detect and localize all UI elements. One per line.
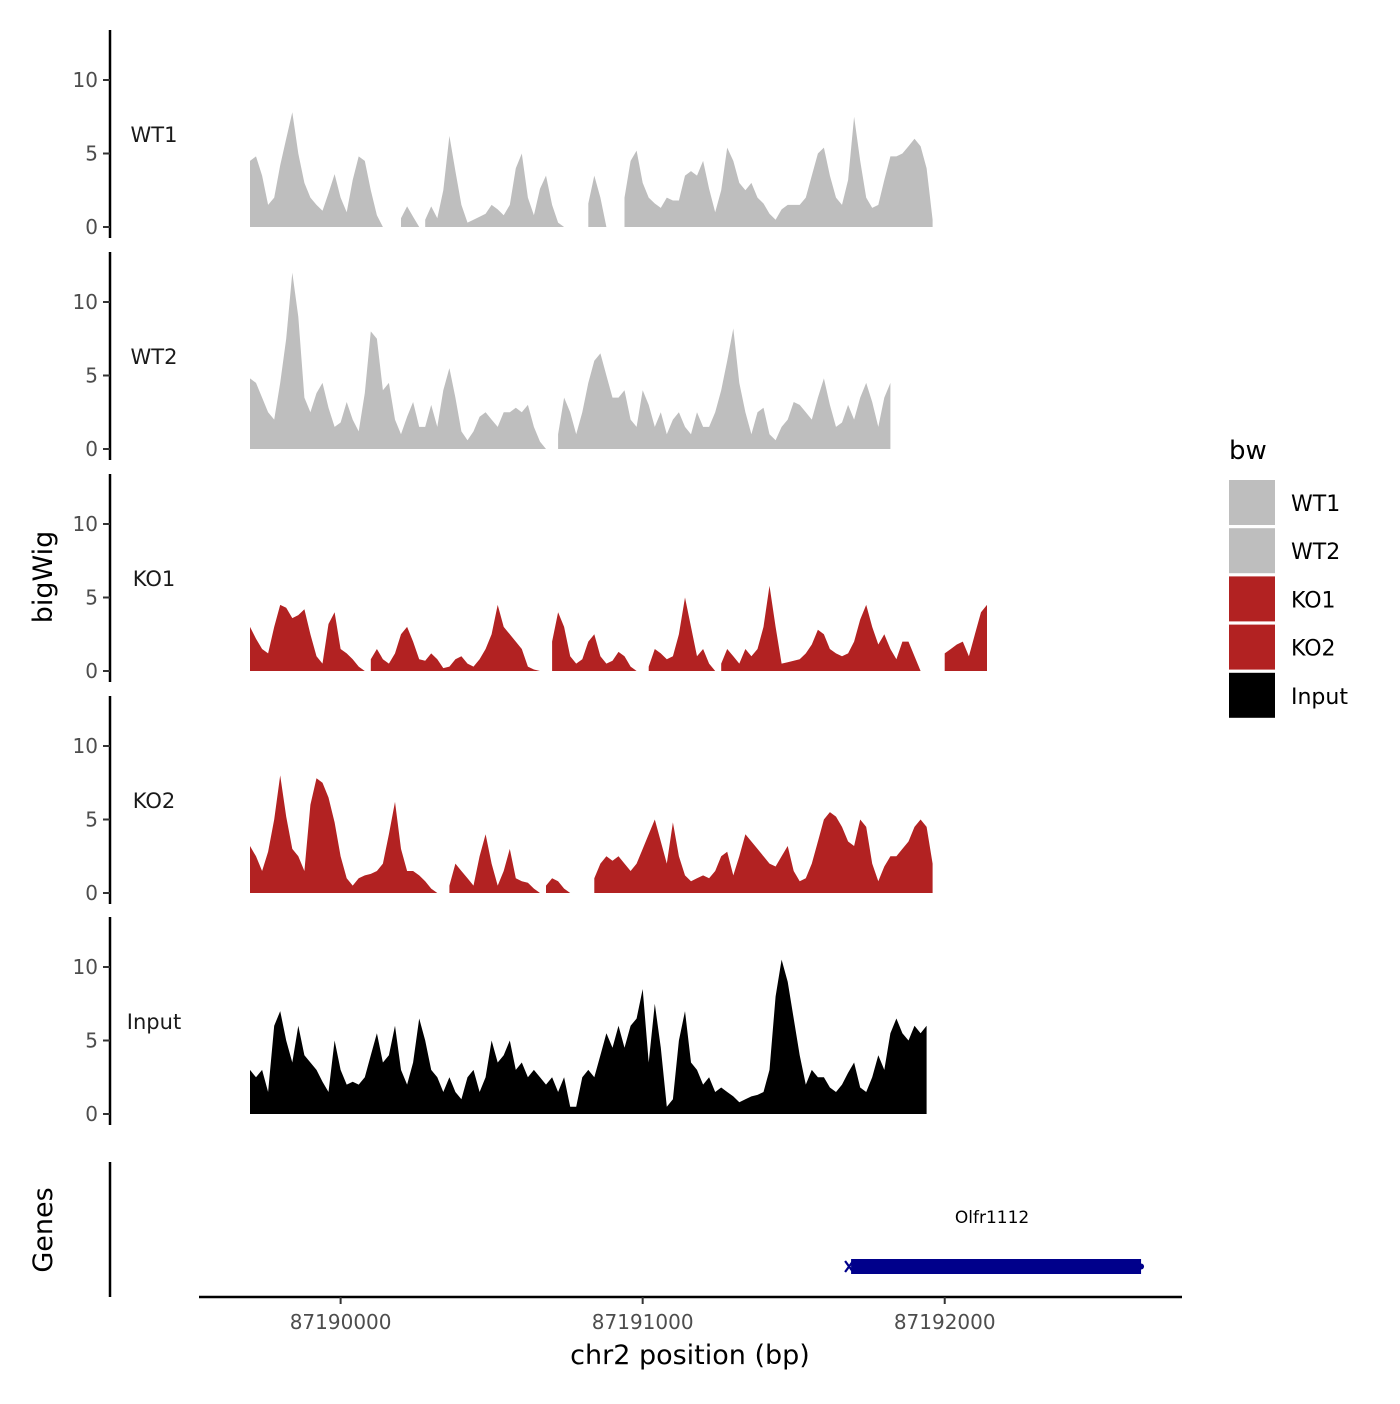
y-tick-label: 0 [85, 437, 98, 461]
gene-body [851, 1259, 1142, 1274]
y-tick-label: 0 [85, 659, 98, 683]
y-tick-label: 5 [85, 1029, 98, 1053]
track-ko2: 0 5 10 KO2 [73, 696, 933, 905]
tracks-layer: 0 5 10 WT1 0 5 10 WT2 0 5 10 KO1 0 5 10 KO2 0 5 10 Input [73, 30, 987, 1126]
legend-label: KO2 [1291, 637, 1336, 662]
track-label: WT1 [131, 123, 178, 147]
coverage-area-ko2 [250, 775, 933, 893]
legend-title: bw [1229, 436, 1267, 466]
track-label: KO1 [133, 567, 176, 591]
coverage-area-wt1 [250, 112, 933, 227]
legend-label: Input [1291, 685, 1348, 710]
y-tick-label: 10 [73, 512, 98, 536]
legend-swatch-ko2 [1229, 624, 1275, 670]
x-tick-label: 87190000 [290, 1310, 392, 1334]
legend-label: KO1 [1291, 588, 1336, 613]
x-axis: chr2 position (bp) 87190000 87191000 87192… [199, 1295, 1182, 1371]
y-tick-label: 10 [73, 955, 98, 979]
legend-swatch-wt1 [1229, 480, 1275, 525]
y-tick-label: 5 [85, 808, 98, 832]
legend-swatch-wt2 [1229, 528, 1275, 574]
legend-label: WT1 [1291, 492, 1340, 517]
y-axis-title: bigWig [28, 531, 59, 624]
y-tick-label: 10 [73, 68, 98, 92]
track-ko1: 0 5 10 KO1 [73, 474, 987, 683]
coverage-area-ko1 [250, 585, 987, 671]
x-tick-label: 87192000 [894, 1310, 996, 1334]
legend: bw WT1 WT2 KO1 KO2 Input [1229, 436, 1348, 718]
coverage-area-input [250, 959, 927, 1114]
y-tick-label: 10 [73, 290, 98, 314]
legend-swatch-ko1 [1229, 576, 1275, 622]
gene-label: Olfr1112 [955, 1208, 1029, 1228]
genes-axis-title: Genes [28, 1187, 59, 1272]
track-label: KO2 [133, 789, 176, 813]
y-tick-label: 0 [85, 1102, 98, 1126]
y-tick-label: 10 [73, 734, 98, 758]
track-label: Input [127, 1010, 181, 1034]
track-wt1: 0 5 10 WT1 [73, 30, 933, 239]
x-tick-label: 87191000 [592, 1310, 694, 1334]
y-tick-label: 0 [85, 215, 98, 239]
y-tick-label: 5 [85, 364, 98, 388]
track-label: WT2 [131, 345, 178, 369]
coverage-area-wt2 [250, 272, 891, 449]
y-tick-label: 5 [85, 142, 98, 166]
x-axis-title: chr2 position (bp) [570, 1340, 810, 1371]
y-tick-label: 0 [85, 881, 98, 905]
track-wt2: 0 5 10 WT2 [73, 252, 891, 461]
legend-swatch-input [1229, 672, 1275, 718]
track-input: 0 5 10 Input [73, 917, 927, 1126]
legend-label: WT2 [1291, 540, 1340, 565]
gene-end-marker [1138, 1263, 1145, 1270]
gene-strand-marker [844, 1260, 854, 1273]
genes-panel: Genes Olfr1112 [28, 1162, 1145, 1297]
y-tick-label: 5 [85, 586, 98, 610]
